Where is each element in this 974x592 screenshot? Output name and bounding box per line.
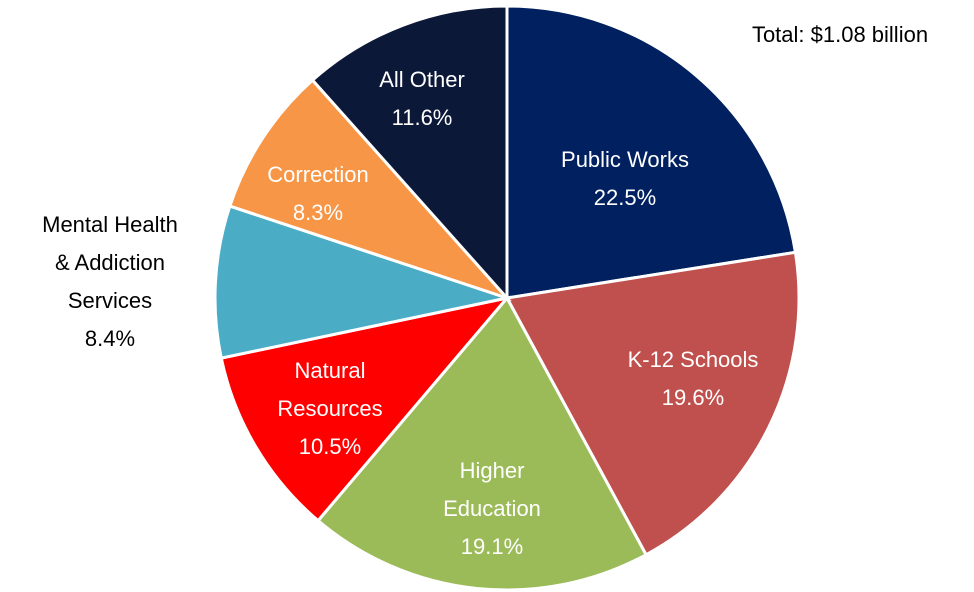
slice-label: Natural Resources — [277, 358, 382, 421]
value-label: 19.1% — [461, 534, 523, 559]
slice-label: Higher Education — [443, 458, 541, 521]
slice-label: Mental Health & Addiction Services — [42, 212, 178, 313]
value-label: 11.6% — [392, 105, 453, 130]
pie-slice — [213, 204, 513, 360]
pie-slice — [504, 250, 801, 557]
annotation: Total: $1.08 billion — [752, 22, 928, 47]
value-label: 8.4% — [85, 326, 135, 351]
pie-slice — [310, 4, 509, 302]
pie-slice — [227, 78, 512, 302]
value-label: 19.6% — [662, 385, 724, 410]
pie-slice — [505, 4, 798, 300]
pie-slice — [315, 295, 649, 592]
value-label: 8.3% — [293, 200, 343, 225]
slice-label: K-12 Schools — [628, 347, 759, 372]
value-label: 22.5% — [594, 185, 656, 210]
slice-label: All Other — [379, 67, 465, 92]
pie-slice — [219, 295, 511, 523]
slice-label: Public Works — [561, 147, 689, 172]
value-label: 10.5% — [299, 434, 361, 459]
slice-label: Correction — [267, 162, 368, 187]
